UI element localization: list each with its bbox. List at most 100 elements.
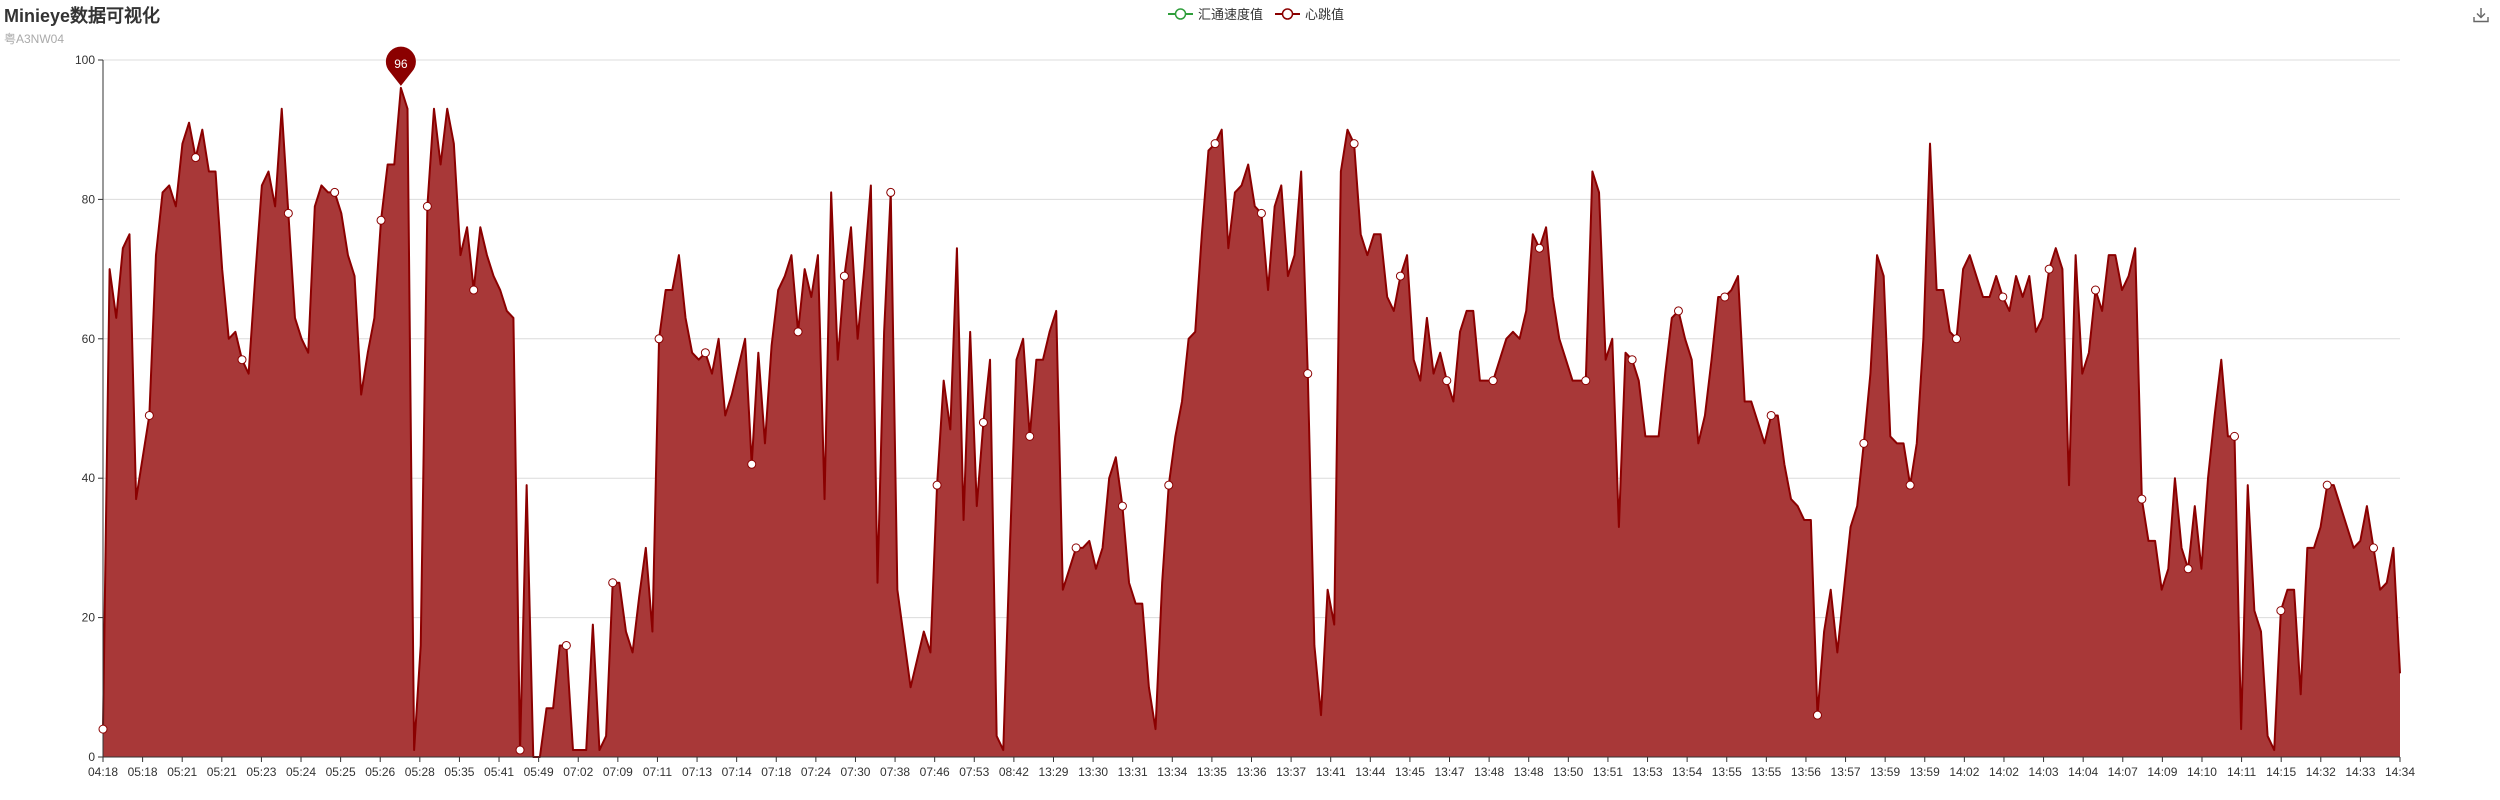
x-tick-label: 05:35 <box>444 765 474 779</box>
x-tick-label: 14:07 <box>2108 765 2138 779</box>
x-tick-label: 13:36 <box>1236 765 1266 779</box>
heart-data-point <box>98 724 108 734</box>
max-marker-pin <box>385 46 416 86</box>
heart-data-point <box>376 215 386 225</box>
heart-data-point <box>422 201 432 211</box>
x-tick-label: 13:31 <box>1118 765 1148 779</box>
x-tick-label: 08:42 <box>999 765 1029 779</box>
x-tick-label: 13:55 <box>1751 765 1781 779</box>
chart-subtitle: 粤A3NW04 <box>4 32 65 46</box>
x-tick-label: 13:44 <box>1355 765 1385 779</box>
heart-data-point <box>1859 438 1869 448</box>
heart-data-point <box>839 271 849 281</box>
x-tick-label: 05:18 <box>128 765 158 779</box>
heart-data-point <box>2044 264 2054 274</box>
legend-heart-icon <box>1275 7 1301 20</box>
x-tick-label: 14:34 <box>2385 765 2415 779</box>
x-tick-label: 14:02 <box>1989 765 2019 779</box>
x-tick-label: 05:21 <box>167 765 197 779</box>
max-marker-label: 96 <box>394 57 408 71</box>
heart-data-point <box>932 480 942 490</box>
x-tick-label: 14:02 <box>1949 765 1979 779</box>
heart-data-point <box>1534 243 1544 253</box>
legend-item-heart[interactable]: 心跳值 <box>1275 4 1344 23</box>
x-tick-label: 05:49 <box>524 765 554 779</box>
heart-data-point <box>2183 564 2193 574</box>
heart-data-point <box>283 208 293 218</box>
heart-data-point <box>2090 285 2100 295</box>
heart-data-point <box>1812 710 1822 720</box>
heart-data-point <box>1025 431 1035 441</box>
x-tick-label: 14:33 <box>2345 765 2375 779</box>
x-tick-label: 14:09 <box>2147 765 2177 779</box>
x-tick-label: 13:34 <box>1157 765 1187 779</box>
x-tick-label: 07:38 <box>880 765 910 779</box>
heart-data-point <box>1998 292 2008 302</box>
x-tick-label: 13:56 <box>1791 765 1821 779</box>
x-tick-label: 05:28 <box>405 765 435 779</box>
legend-item-speed[interactable]: 汇通速度值 <box>1168 4 1263 23</box>
x-tick-label: 14:10 <box>2187 765 2217 779</box>
x-tick-label: 14:15 <box>2266 765 2296 779</box>
x-tick-label: 13:54 <box>1672 765 1702 779</box>
y-tick-label: 80 <box>82 192 96 206</box>
heart-data-point <box>1488 376 1498 386</box>
x-tick-label: 13:47 <box>1435 765 1465 779</box>
heart-data-point <box>1395 271 1405 281</box>
x-tick-label: 07:13 <box>682 765 712 779</box>
heart-data-point <box>561 640 571 650</box>
chart-legend: 汇通速度值 心跳值 <box>1168 4 1356 23</box>
heart-data-point <box>330 187 340 197</box>
heart-series-line <box>102 86 2401 758</box>
legend-speed-label: 汇通速度值 <box>1198 7 1264 22</box>
x-tick-label: 07:18 <box>761 765 791 779</box>
heart-data-point <box>2322 480 2332 490</box>
x-tick-label: 05:25 <box>326 765 356 779</box>
legend-speed-icon <box>1168 7 1193 20</box>
y-tick-label: 40 <box>82 471 96 485</box>
y-tick-label: 60 <box>82 332 96 346</box>
x-tick-label: 13:55 <box>1712 765 1742 779</box>
x-tick-label: 05:24 <box>286 765 316 779</box>
heart-data-point <box>1071 543 1081 553</box>
heart-data-point <box>1905 480 1915 490</box>
heart-data-point <box>1164 480 1174 490</box>
heart-data-point <box>1951 334 1961 344</box>
heart-data-point <box>978 417 988 427</box>
heart-data-point <box>747 459 757 469</box>
save-image-button[interactable] <box>2472 6 2490 29</box>
x-tick-label: 13:48 <box>1514 765 1544 779</box>
download-icon <box>2473 8 2489 23</box>
heart-data-point <box>1442 376 1452 386</box>
x-tick-label: 07:53 <box>959 765 989 779</box>
heart-data-point <box>191 153 201 163</box>
heart-data-point <box>1673 306 1683 316</box>
x-tick-label: 13:29 <box>1038 765 1068 779</box>
x-tick-label: 05:26 <box>365 765 395 779</box>
y-tick-label: 100 <box>75 53 95 67</box>
x-tick-label: 07:14 <box>722 765 752 779</box>
x-tick-label: 13:37 <box>1276 765 1306 779</box>
x-tick-label: 05:21 <box>207 765 237 779</box>
x-tick-label: 07:11 <box>643 765 672 779</box>
heart-data-point <box>1349 139 1359 149</box>
x-tick-label: 13:51 <box>1593 765 1623 779</box>
x-tick-label: 13:41 <box>1316 765 1346 779</box>
x-tick-label: 13:53 <box>1633 765 1663 779</box>
heart-data-point <box>1256 208 1266 218</box>
x-tick-label: 05:41 <box>484 765 514 779</box>
heart-data-point <box>2137 494 2147 504</box>
heart-data-point <box>608 578 618 588</box>
x-tick-label: 05:23 <box>246 765 276 779</box>
x-tick-label: 14:03 <box>2029 765 2059 779</box>
x-tick-label: 07:30 <box>840 765 870 779</box>
heart-data-point <box>237 355 247 365</box>
x-tick-label: 13:57 <box>1831 765 1861 779</box>
x-tick-label: 14:32 <box>2306 765 2336 779</box>
x-tick-label: 14:04 <box>2068 765 2098 779</box>
heart-data-point <box>886 187 896 197</box>
x-tick-label: 13:59 <box>1870 765 1900 779</box>
heart-data-point <box>2230 431 2240 441</box>
heart-series-area <box>103 87 2400 757</box>
